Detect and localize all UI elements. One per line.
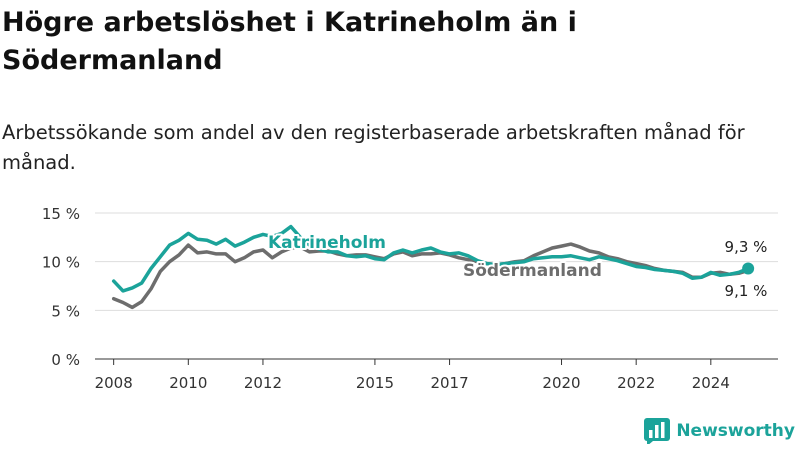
- end-label-sodermanland: 9,1 %: [725, 282, 768, 300]
- end-label-katrineholm: 9,3 %: [725, 238, 768, 256]
- gridlines: [95, 212, 778, 360]
- series-labels: Katrineholm Södermanland 9,3 % 9,1 %: [266, 231, 768, 300]
- newsworthy-brand[interactable]: Newsworthy: [644, 417, 795, 445]
- series-label-katrineholm: Katrineholm: [268, 233, 386, 253]
- x-tick-label: 2012: [244, 374, 282, 392]
- bar-chart-logo-icon: [644, 418, 671, 444]
- series-line-katrineholm: [111, 224, 750, 293]
- brand-label: Newsworthy: [676, 421, 795, 441]
- y-axis-ticks: 0 % 5 % 10 % 15 %: [42, 205, 80, 369]
- x-tick-label: 2010: [169, 374, 207, 392]
- x-tick-label: 2022: [617, 374, 655, 392]
- x-tick-label: 2015: [356, 374, 394, 392]
- x-axis-ticks: 2008 2010 2012 2015 2017 2020 2022 2024: [95, 359, 730, 392]
- x-tick-label: 2020: [542, 374, 580, 392]
- y-tick-label: 15 %: [42, 205, 80, 223]
- chart-title: Högre arbetslöshet i Katrineholm än i Sö…: [2, 7, 577, 76]
- x-tick-label: 2024: [692, 374, 730, 392]
- y-tick-label: 10 %: [42, 254, 80, 272]
- series-lines: [111, 224, 755, 310]
- y-tick-label: 5 %: [51, 302, 80, 320]
- series-label-sodermanland: Södermanland: [463, 261, 602, 281]
- end-point-marker: [742, 262, 755, 275]
- series-line-sodermanland: [111, 242, 750, 310]
- y-tick-label: 0 %: [51, 351, 80, 369]
- x-tick-label: 2017: [430, 374, 468, 392]
- x-tick-label: 2008: [95, 374, 133, 392]
- chart-subtitle: Arbetssökande som andel av den registerb…: [2, 121, 745, 174]
